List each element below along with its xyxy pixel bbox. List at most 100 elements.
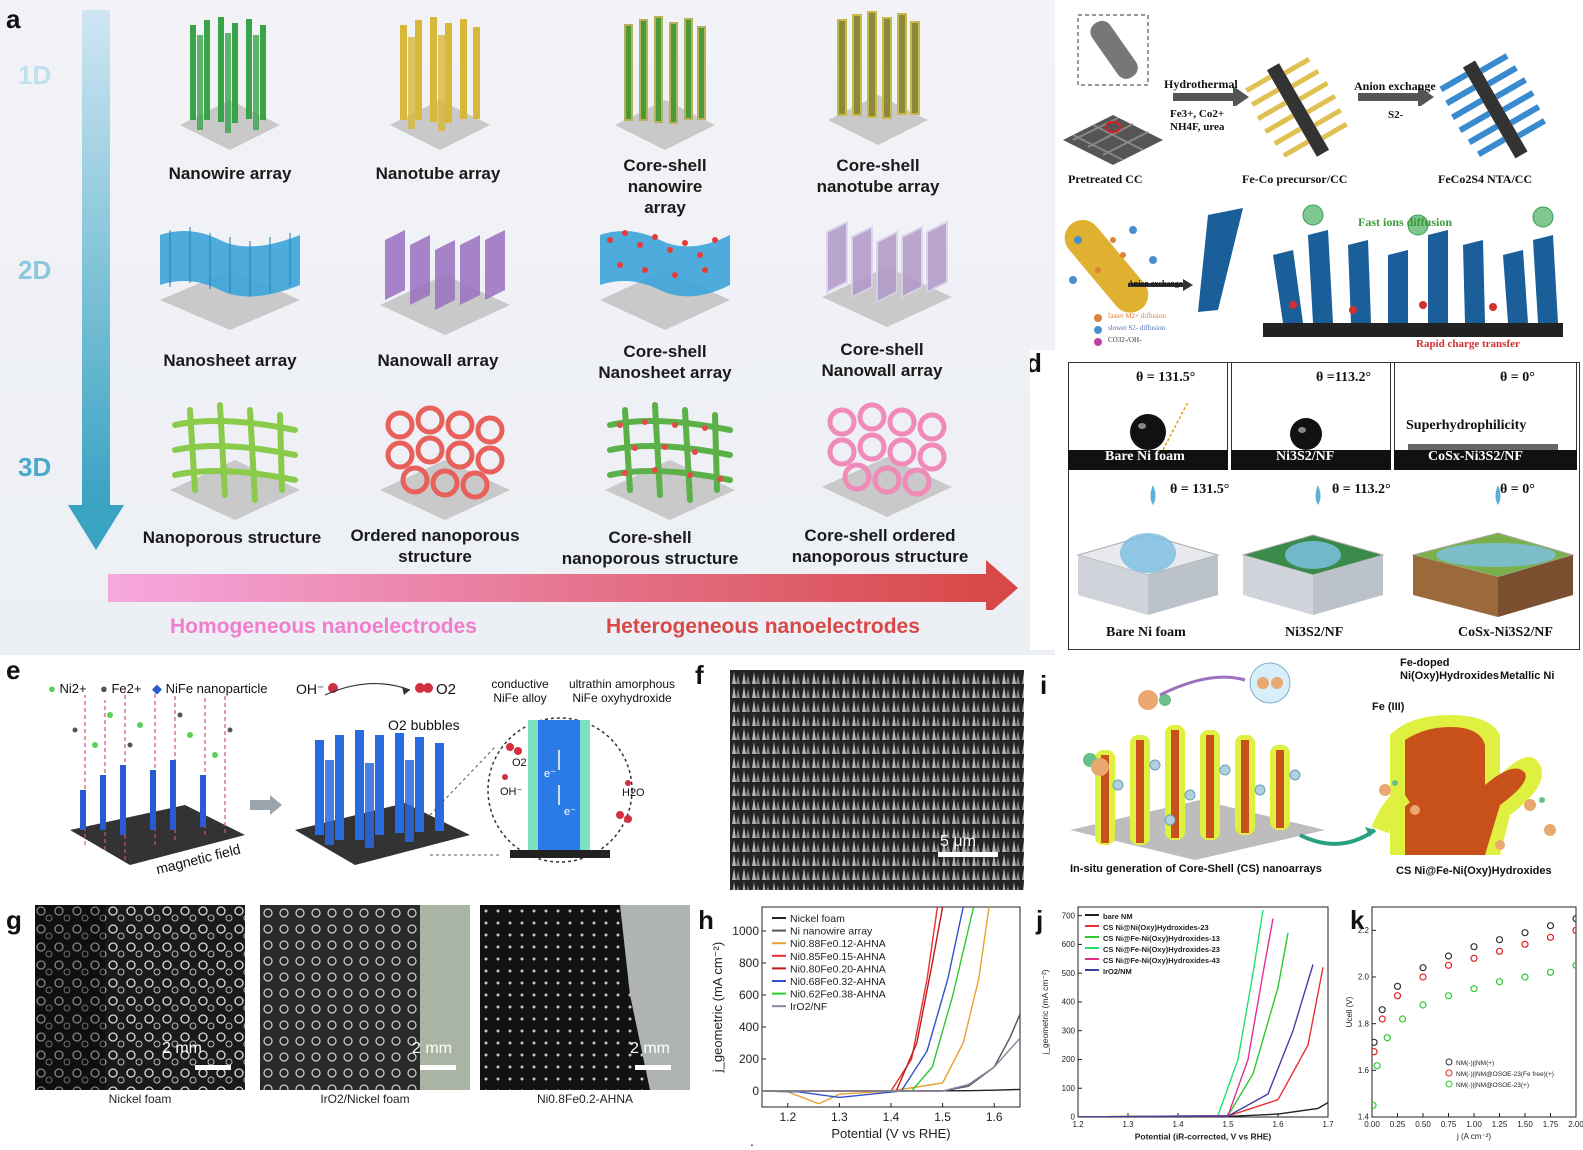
process-arrow-1 (1173, 86, 1249, 106)
x-axis-label: j (A cm⁻²) (1456, 1132, 1491, 1141)
x-tick-label: 1.2 (1072, 1120, 1084, 1129)
y-axis-label: j_geometric (mA cm⁻²) (710, 942, 725, 1073)
x-tick-label: 1.7 (1322, 1120, 1334, 1129)
data-point (1393, 992, 1402, 1000)
caption-core-shell-nanosheet-array: Core-shell Nanosheet array (598, 342, 732, 382)
superhydrophilicity-label: Superhydrophilicity (1406, 418, 1527, 433)
legend-entry: IrO2/NM (1103, 967, 1132, 976)
legend-entry: Ni0.88Fe0.12-AHNA (790, 938, 886, 950)
y-tick-label: 300 (1062, 1026, 1076, 1035)
legend-nife-text: NiFe nanoparticle (165, 681, 268, 696)
bottom-name-cosx: CoSx-Ni3S2/NF (1458, 625, 1553, 640)
series-line (762, 1037, 1020, 1092)
series-line (762, 1013, 1020, 1092)
panel-e-label: e (6, 655, 21, 685)
x-tick-label: 1.6 (1272, 1120, 1284, 1129)
legend-entry: Ni0.62Fe0.38-AHNA (790, 989, 886, 1001)
panel-g-label: g (6, 905, 22, 935)
legend-entry: Ni0.68Fe0.32-AHNA (790, 976, 886, 988)
legend-nife: ◆ NiFe nanoparticle (152, 681, 268, 696)
caption-nanowall-array: Nanowall array (377, 351, 499, 370)
legend-entry: NM(-)||NM(+) (1456, 1060, 1494, 1067)
panel-j-label: j (1036, 905, 1044, 935)
x-tick-label: 1.4 (1172, 1120, 1184, 1129)
data-point (1444, 961, 1453, 969)
data-point (1419, 1001, 1427, 1009)
oh-label: OH⁻ (296, 681, 325, 697)
top-name-ni3s2: Ni3S2/NF (1276, 449, 1335, 464)
fe-doped-label: Fe-doped Ni(Oxy)Hydroxides (1400, 657, 1500, 682)
photo-caption-nickel-foam: Nickel foam (108, 1092, 172, 1106)
x-tick-label: 1.6 (986, 1110, 1003, 1124)
chart-j-plot-area (1078, 909, 1328, 1117)
caption-nanoporous-structure: Nanoporous structure (142, 528, 322, 547)
panel-i: i Fe-doped Ni(Oxy)Hydroxides Metallic Ni… (1030, 655, 1583, 895)
bottom-name-bare-ni: Bare Ni foam (1106, 625, 1186, 640)
dim-1d: 1D (18, 60, 52, 90)
y-tick-label: 100 (1062, 1084, 1076, 1093)
legend-fe2: ● Fe2+ (100, 681, 142, 696)
chart-j: 1.2 1.3 1.4 1.5 1.6 1.7 0 100 200 300 400 500 600 700… (1040, 906, 1334, 1142)
legend-entry: Nickel foam (790, 913, 845, 925)
data-point (1495, 978, 1504, 986)
panel-d-label: d (1030, 350, 1042, 378)
data-point (1378, 1015, 1386, 1023)
data-point (1572, 961, 1576, 969)
legend-marker (1445, 1069, 1453, 1077)
nanoporous-illustration (170, 402, 300, 520)
legend-co3: CO32-/OH- (1108, 336, 1142, 344)
legend-entry: IrO2/NF (790, 1001, 827, 1013)
core-shell-nanowire-illustration (615, 16, 715, 150)
core-shell-ordered-nanoporous-illustration (822, 402, 952, 517)
y-tick-label: 2.2 (1358, 926, 1370, 935)
rapid-charge-label: Rapid charge transfer (1416, 338, 1520, 350)
carbon-cloth-illustration (1063, 14, 1163, 165)
data-point (1444, 952, 1453, 960)
y-tick-label: 1000 (732, 924, 759, 938)
y-tick-label: 600 (739, 988, 759, 1002)
top-name-bare-ni: Bare Ni foam (1105, 449, 1185, 464)
y-tick-label: 2.0 (1358, 973, 1370, 982)
data-point (1521, 929, 1529, 937)
data-point (1546, 922, 1555, 930)
legend-fe2-text: Fe2+ (111, 681, 142, 696)
step-feco2s4-nta: FeCo2S4 NTA/CC (1438, 172, 1533, 186)
core-shell-nanoporous-illustration (605, 402, 735, 520)
caption-nanotube-array: Nanotube array (375, 164, 501, 183)
data-point (1521, 940, 1529, 948)
x-axis-label: Potential (V vs RHE) (831, 1126, 950, 1141)
x-tick-label: 0.00 (1364, 1120, 1380, 1129)
hydrothermal-label: Hydrothermal (1164, 77, 1238, 91)
x-tick-label: 0.50 (1415, 1120, 1431, 1129)
panel-h-dot: . (750, 1133, 754, 1149)
panel-a-label: a (6, 4, 21, 34)
nanowall-array-illustration (380, 230, 510, 335)
series-line (1078, 964, 1314, 1117)
data-point (1572, 926, 1576, 934)
angle-ni3s2: θ =113.2° (1316, 370, 1372, 385)
legend-slower: slower S2- diffusion (1108, 324, 1166, 332)
y-axis-label: j_geometric (mA cm⁻²) (1040, 969, 1050, 1055)
x-tick-label: 1.25 (1492, 1120, 1508, 1129)
nanowire-array-illustration (180, 17, 280, 150)
y-tick-label: 600 (1062, 940, 1076, 949)
data-point (1378, 1006, 1386, 1014)
droplet-top-row (1068, 401, 1577, 470)
caption-core-shell-nanowire-array: Core-shell nanowire array (623, 156, 707, 217)
angle-cosx: θ = 0° (1500, 370, 1535, 385)
scale-label-g2: 2 mm (412, 1040, 452, 1057)
x-tick-label: 1.3 (1122, 1120, 1134, 1129)
data-point (1521, 973, 1529, 981)
dim-3d: 3D (18, 452, 52, 482)
data-point (1398, 1015, 1407, 1023)
data-point (1419, 964, 1427, 972)
data-point (1444, 992, 1453, 1000)
fast-ions-label: Fast ions diffusion (1358, 215, 1453, 229)
process-arrow-2 (1358, 86, 1434, 106)
y-tick-label: 1.8 (1358, 1019, 1370, 1028)
metallic-ni-label: Metallic Ni (1500, 670, 1555, 682)
x-tick-label: 0.25 (1390, 1120, 1406, 1129)
oh-small-label: OH⁻ (500, 786, 523, 798)
x-tick-label: 1.75 (1543, 1120, 1559, 1129)
legend-entry: CS Ni@Ni(Oxy)Hydroxides-23 (1103, 923, 1209, 932)
